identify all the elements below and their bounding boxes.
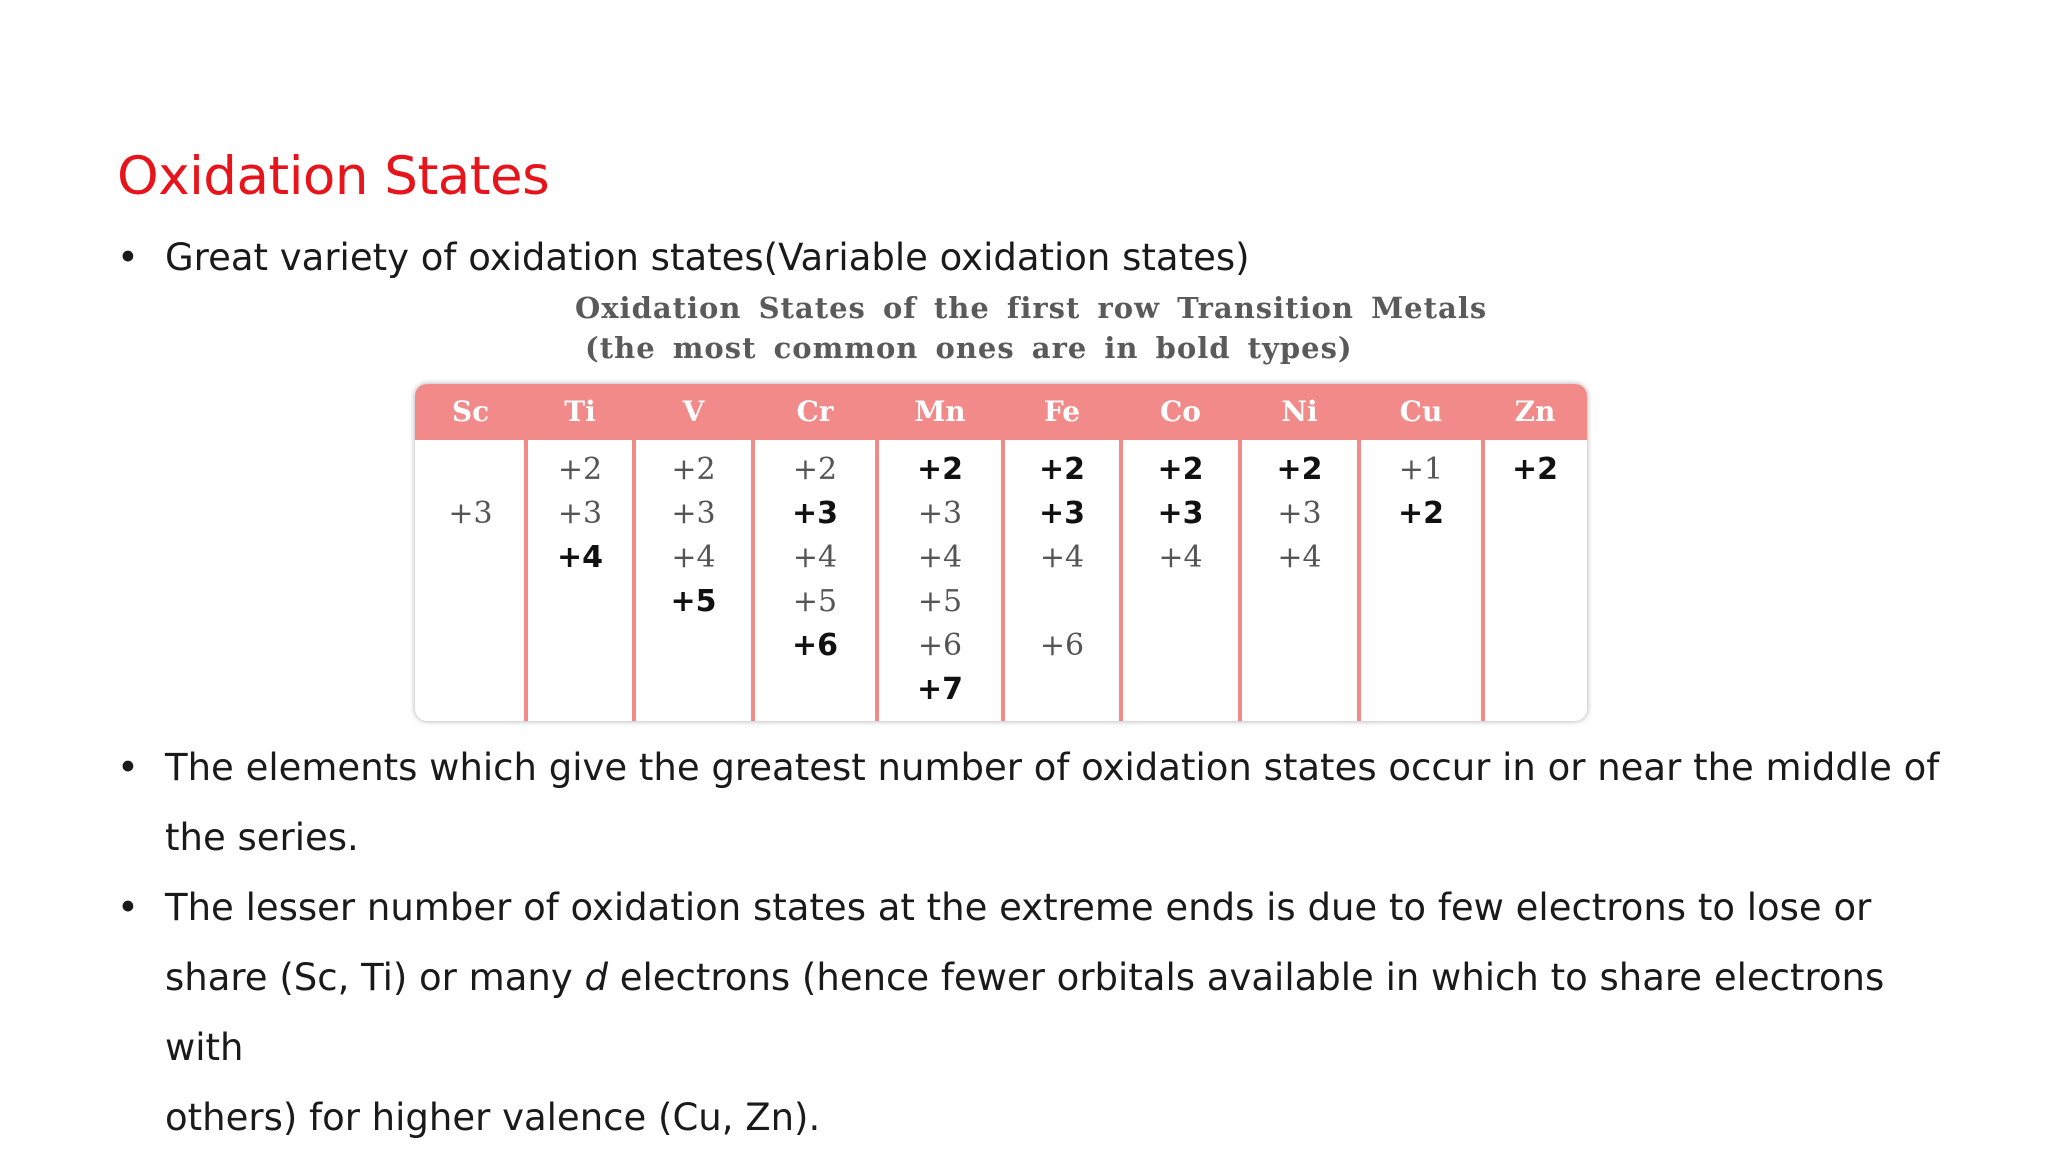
oxidation-state: +5 [792, 584, 838, 619]
oxidation-state: +2 [1511, 452, 1558, 487]
column-header-mn: Mn [914, 395, 966, 428]
oxidation-state: +2 [1397, 496, 1444, 531]
column-divider [632, 440, 636, 721]
oxidation-state: +2 [557, 452, 603, 487]
table-caption-line-2: (the most common ones are in bold types) [585, 331, 1353, 365]
column-header-fe: Fe [1043, 395, 1081, 428]
oxidation-state: +4 [1277, 540, 1322, 575]
column-fe: +2 +3 +4 +6 [1003, 440, 1121, 721]
oxidation-state: +2 [671, 452, 716, 487]
column-header-v: V [682, 395, 705, 428]
oxidation-state: +3 [671, 496, 716, 531]
oxidation-state: +4 [792, 540, 838, 575]
column-header-co: Co [1160, 395, 1201, 428]
column-divider [875, 440, 879, 721]
oxidation-state: +4 [917, 540, 963, 575]
column-v: +2 +3 +4 +5 [634, 440, 753, 721]
oxidation-state: +6 [1039, 628, 1085, 663]
column-header-cu: Cu [1399, 395, 1443, 428]
slide-title: Oxidation States [117, 146, 550, 207]
oxidation-state: +3 [917, 496, 963, 531]
bullet-dot-icon: • [117, 886, 139, 929]
italic-d: d [584, 956, 608, 999]
oxidation-state: +3 [1157, 496, 1204, 531]
column-divider [524, 440, 528, 721]
oxidation-state: +2 [792, 452, 838, 487]
column-divider [1119, 440, 1123, 721]
oxidation-state: +6 [917, 628, 963, 663]
column-zn: +2 [1483, 440, 1587, 721]
bullet-dot-icon: • [117, 236, 139, 279]
oxidation-state: +4 [556, 540, 603, 575]
column-mn: +2 +3 +4 +5 +6 +7 [877, 440, 1003, 721]
table-caption-line-1: Oxidation States of the first row Transi… [575, 291, 1488, 325]
column-header-ni: Ni [1281, 395, 1318, 428]
column-divider [1238, 440, 1242, 721]
bullet-text: Great variety of oxidation states(Variab… [165, 236, 1250, 279]
column-header-ti: Ti [564, 395, 596, 428]
oxidation-state: +3 [448, 496, 493, 531]
oxidation-state: +7 [916, 672, 963, 707]
oxidation-state: +1 [1398, 452, 1444, 487]
column-divider [1357, 440, 1361, 721]
oxidation-state: +3 [557, 496, 603, 531]
oxidation-states-table: Sc +3 Ti +2 +3 +4 V +2 +3 +4 +5 Cr +2 +3 +4 +5 +6 Mn +2 +3 +… [415, 384, 1587, 721]
oxidation-state: +3 [1038, 496, 1085, 531]
column-divider [1001, 440, 1005, 721]
column-ni: +2 +3 +4 [1240, 440, 1359, 721]
oxidation-state: +3 [791, 496, 838, 531]
oxidation-state: +2 [1038, 452, 1085, 487]
oxidation-state: +4 [1158, 540, 1203, 575]
column-divider [751, 440, 755, 721]
bullet-text: The lesser number of oxidation states at… [165, 886, 1885, 1139]
column-co: +2 +3 +4 [1121, 440, 1240, 721]
oxidation-state: +4 [1039, 540, 1085, 575]
column-sc: +3 [415, 440, 526, 721]
oxidation-state: +2 [1276, 452, 1323, 487]
bullet-dot-icon: • [117, 746, 139, 789]
column-cu: +1 +2 [1359, 440, 1483, 721]
oxidation-state: +6 [791, 628, 838, 663]
oxidation-state: +2 [1157, 452, 1204, 487]
column-cr: +2 +3 +4 +5 +6 [753, 440, 877, 721]
column-header-cr: Cr [796, 395, 834, 428]
table-header [415, 384, 1587, 440]
oxidation-state: +5 [917, 584, 963, 619]
bullet-text: The elements which give the greatest num… [165, 746, 1940, 859]
column-header-sc: Sc [451, 395, 490, 428]
column-header-zn: Zn [1514, 395, 1556, 428]
table-caption: Oxidation States of the first row Transi… [575, 288, 1488, 368]
oxidation-state: +3 [1277, 496, 1322, 531]
column-ti: +2 +3 +4 [526, 440, 634, 721]
column-divider [1481, 440, 1485, 721]
oxidation-state: +2 [916, 452, 963, 487]
oxidation-state: +5 [670, 584, 717, 619]
oxidation-state: +4 [671, 540, 716, 575]
